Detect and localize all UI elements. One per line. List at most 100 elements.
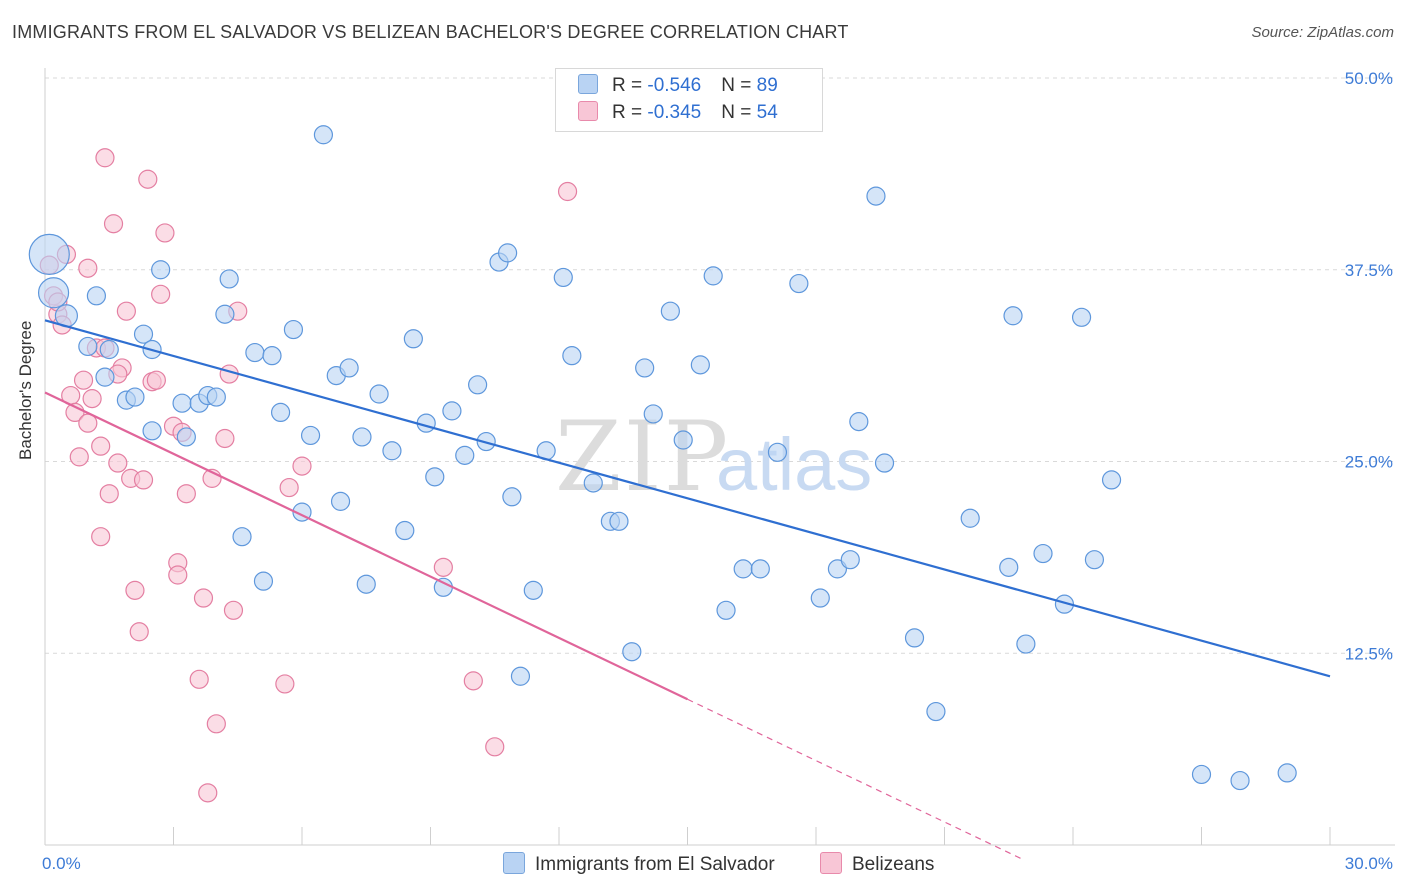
belizeans-point bbox=[116, 301, 136, 321]
el-salvador-point bbox=[874, 453, 895, 473]
el-salvador-point bbox=[502, 487, 522, 507]
belizeans-point bbox=[168, 565, 188, 585]
el-salvador-point bbox=[253, 571, 274, 591]
belizeans-point bbox=[151, 284, 171, 304]
el-salvador-point bbox=[510, 666, 531, 686]
el-salvador-point bbox=[219, 269, 239, 289]
el-salvador-point bbox=[176, 427, 196, 447]
bottom-legend-belizeans: Belizeans bbox=[820, 852, 934, 876]
el-salvador-point bbox=[425, 467, 445, 487]
belizeans-point bbox=[275, 674, 295, 694]
legend-n-value: 54 bbox=[756, 102, 778, 123]
el-salvador-point bbox=[1230, 770, 1250, 791]
el-salvador-point bbox=[403, 329, 423, 349]
belizeans-point bbox=[292, 456, 312, 476]
belizeans-point bbox=[138, 169, 158, 189]
bottom-legend-el-salvador: Immigrants from El Salvador bbox=[503, 852, 775, 876]
el-salvador-point bbox=[1033, 543, 1053, 564]
el-salvador-point bbox=[442, 401, 462, 421]
grid-lines bbox=[45, 77, 1395, 654]
el-salvador-point bbox=[840, 550, 860, 570]
belizeans-point bbox=[215, 428, 235, 449]
el-salvador-point bbox=[583, 473, 603, 493]
el-salvador-point bbox=[1016, 634, 1036, 654]
el-salvador-point bbox=[395, 520, 415, 541]
legend-n-value: 89 bbox=[756, 75, 778, 96]
el-salvador-point bbox=[352, 427, 372, 447]
el-salvador-point bbox=[339, 358, 359, 378]
el-salvador-point bbox=[960, 508, 980, 528]
belizeans-point bbox=[129, 622, 149, 642]
chart-title: IMMIGRANTS FROM EL SALVADOR VS BELIZEAN … bbox=[12, 22, 849, 42]
belizeans-point bbox=[155, 223, 175, 243]
el-salvador-point bbox=[28, 233, 70, 276]
el-salvador-point bbox=[1277, 763, 1297, 783]
belizeans-point bbox=[91, 527, 111, 547]
watermark-zip: ZIP bbox=[555, 401, 730, 513]
y-tick-label: 37.5% bbox=[1345, 261, 1393, 280]
belizeans-points bbox=[39, 148, 578, 803]
belizeans-point bbox=[73, 370, 94, 390]
watermark-atlas: atlas bbox=[716, 423, 872, 506]
belizeans-point bbox=[279, 477, 299, 498]
belizeans-point bbox=[103, 214, 124, 234]
legend-r-value: -0.546 bbox=[647, 75, 702, 96]
el-salvador-point bbox=[151, 260, 171, 280]
el-salvador-point bbox=[810, 588, 830, 608]
y-axis-label: Bachelor's Degree bbox=[16, 320, 35, 460]
el-salvador-point bbox=[635, 358, 655, 378]
legend-swatch-blue bbox=[578, 74, 598, 94]
el-salvador-point bbox=[433, 577, 453, 597]
el-salvador-point bbox=[904, 628, 925, 648]
belizeans-trend-line-extension bbox=[687, 698, 1022, 860]
bottom-legend-label: Immigrants from El Salvador bbox=[535, 854, 775, 875]
el-salvador-point bbox=[1071, 307, 1092, 327]
belizeans-point bbox=[223, 600, 244, 620]
axes bbox=[44, 68, 1395, 846]
belizeans-point bbox=[99, 484, 119, 504]
belizeans-point bbox=[433, 557, 453, 577]
el-salvador-point bbox=[313, 125, 334, 145]
x-tick-label: 30.0% bbox=[1345, 854, 1393, 873]
el-salvador-point bbox=[356, 574, 376, 594]
bottom-legend-label: Belizeans bbox=[852, 854, 935, 875]
el-salvador-point bbox=[86, 286, 107, 306]
el-salvador-point bbox=[468, 375, 488, 395]
el-salvador-point bbox=[750, 559, 770, 579]
el-salvador-point bbox=[849, 412, 869, 432]
belizeans-point bbox=[91, 436, 111, 456]
el-salvador-point bbox=[767, 442, 788, 462]
el-salvador-point bbox=[270, 402, 291, 423]
el-salvador-point bbox=[999, 557, 1019, 577]
el-salvador-point bbox=[498, 243, 518, 263]
y-tick-label: 50.0% bbox=[1345, 69, 1393, 88]
y-tick-label: 12.5% bbox=[1345, 644, 1393, 663]
bottom-legend-swatch-pink bbox=[820, 852, 842, 874]
el-salvador-point bbox=[206, 387, 226, 407]
el-salvador-point bbox=[553, 267, 573, 288]
el-salvador-point bbox=[1084, 550, 1105, 570]
belizeans-point bbox=[78, 258, 98, 278]
belizeans-point bbox=[463, 671, 483, 691]
el-salvador-point bbox=[1191, 764, 1212, 785]
legend-r-label: R = bbox=[612, 75, 648, 96]
el-salvador-point bbox=[716, 600, 736, 620]
legend-row-el-salvador: R = -0.546 N = 89 bbox=[578, 74, 778, 100]
el-salvador-point bbox=[262, 346, 282, 366]
el-salvador-point bbox=[300, 425, 321, 446]
el-salvador-point bbox=[37, 277, 70, 309]
belizeans-point bbox=[485, 737, 505, 757]
el-salvador-point bbox=[382, 441, 402, 461]
belizeans-point bbox=[108, 453, 128, 473]
belizeans-point bbox=[176, 484, 196, 504]
el-salvador-point bbox=[660, 301, 680, 321]
el-salvador-point bbox=[455, 445, 475, 465]
belizeans-trend-line bbox=[44, 391, 688, 701]
el-salvador-point bbox=[95, 367, 115, 387]
el-salvador-point bbox=[245, 342, 265, 363]
legend-row-belizeans: R = -0.345 N = 54 bbox=[578, 101, 778, 127]
belizeans-point bbox=[206, 714, 226, 734]
el-salvador-point bbox=[330, 491, 351, 511]
legend-swatch-pink bbox=[578, 101, 598, 121]
